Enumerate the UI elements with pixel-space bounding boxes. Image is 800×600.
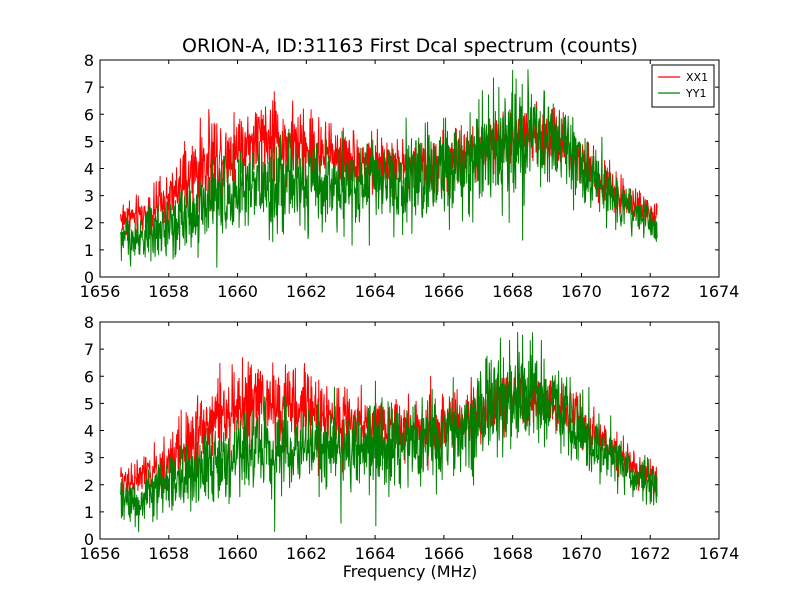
x-tick-label: 1668 <box>492 282 533 301</box>
chart-title: ORION-A, ID:31163 First Dcal spectrum (c… <box>182 35 638 57</box>
y-tick-label: 3 <box>84 187 94 206</box>
x-tick-label: 1666 <box>424 282 465 301</box>
y-tick-label: 2 <box>84 214 94 233</box>
legend-box <box>651 64 715 108</box>
legend-label: XX1 <box>686 71 708 84</box>
plot-top: 1656 1658 1660 1662 1664 1666 1668 1670 1672 1674… <box>80 51 740 301</box>
x-tick-label: 1670 <box>561 544 602 563</box>
series-line-green <box>120 332 658 533</box>
y-tick-label: 2 <box>84 476 94 495</box>
y-tick-label: 6 <box>84 105 94 124</box>
x-tick-label: 1674 <box>699 282 740 301</box>
x-tick-label: 1672 <box>630 544 671 563</box>
y-tick-label: 8 <box>84 51 94 70</box>
legend-label: YY1 <box>685 87 706 100</box>
y-tick-label: 6 <box>84 367 94 386</box>
y-tick-label: 5 <box>84 394 94 413</box>
y-tick-label: 1 <box>84 241 94 260</box>
x-tick-label: 1666 <box>424 544 465 563</box>
x-tick-label: 1660 <box>217 282 258 301</box>
x-tick-label: 1664 <box>355 282 396 301</box>
x-tick-label: 1662 <box>286 544 327 563</box>
y-tick-label: 5 <box>84 132 94 151</box>
x-tick-label: 1658 <box>148 282 189 301</box>
y-tick-label: 8 <box>84 313 94 332</box>
y-tick-label: 3 <box>84 449 94 468</box>
x-tick-label: 1672 <box>630 282 671 301</box>
plot-bottom: 1656 1658 1660 1662 1664 1666 1668 1670 1672 1674… <box>80 313 740 563</box>
x-tick-label: 1668 <box>492 544 533 563</box>
y-tick-label: 4 <box>84 422 94 441</box>
y-tick-label: 0 <box>84 268 94 287</box>
y-tick-label: 1 <box>84 503 94 522</box>
x-tick-label: 1664 <box>355 544 396 563</box>
x-tick-label: 1670 <box>561 282 602 301</box>
x-tick-label: 1660 <box>217 544 258 563</box>
x-tick-label: 1658 <box>148 544 189 563</box>
x-axis-label: Frequency (MHz) <box>343 562 477 581</box>
y-tick-label: 7 <box>84 78 94 97</box>
y-tick-label: 0 <box>84 530 94 549</box>
x-tick-label: 1662 <box>286 282 327 301</box>
x-tick-label: 1674 <box>699 544 740 563</box>
y-tick-label: 7 <box>84 340 94 359</box>
x-tick-label: 1656 <box>80 544 121 563</box>
y-tick-label: 4 <box>84 160 94 179</box>
series-line-yy1 <box>120 69 658 268</box>
x-tick-label: 1656 <box>80 282 121 301</box>
